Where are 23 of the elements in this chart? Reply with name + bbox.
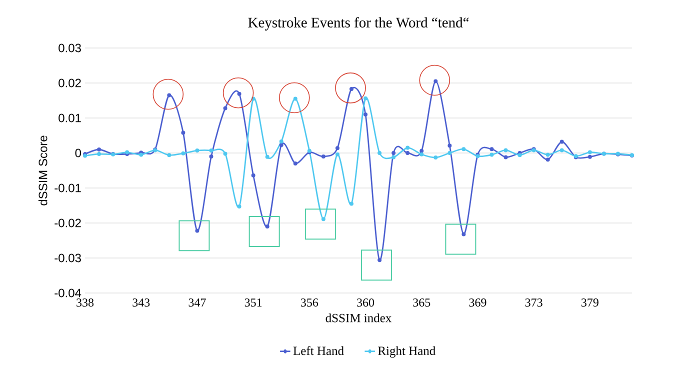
x-axis-title: dSSIM index <box>326 313 392 322</box>
legend-label: Right Hand <box>378 346 436 358</box>
y-tick-label: -0.03 <box>54 254 81 262</box>
y-tick-label: 0.01 <box>58 114 81 122</box>
x-tick-label: 369 <box>469 298 486 307</box>
x-tick-label: 347 <box>188 298 206 307</box>
y-axis-title: dSSIM Score <box>38 136 48 206</box>
y-tick-label: -0.02 <box>54 218 81 228</box>
x-tick-label: 343 <box>132 298 150 307</box>
x-tick-label: 356 <box>300 298 318 307</box>
chart-title: Keystroke Events for the Word “tend“ <box>248 17 469 30</box>
x-tick-label: 360 <box>357 298 374 307</box>
y-tick-label: 0.02 <box>58 78 81 88</box>
x-tick-label: 351 <box>244 298 262 307</box>
x-tick-label: 365 <box>413 298 430 307</box>
legend-label: Left Hand <box>293 346 344 356</box>
y-tick-label: 0.03 <box>58 44 81 52</box>
y-tick-label: -0.04 <box>54 288 82 298</box>
x-tick-label: 379 <box>582 298 598 307</box>
x-tick-label: 338 <box>76 298 94 307</box>
x-tick-label: 373 <box>525 298 542 307</box>
y-tick-label: 0 <box>75 148 82 158</box>
y-tick-label: -0.01 <box>54 184 81 192</box>
